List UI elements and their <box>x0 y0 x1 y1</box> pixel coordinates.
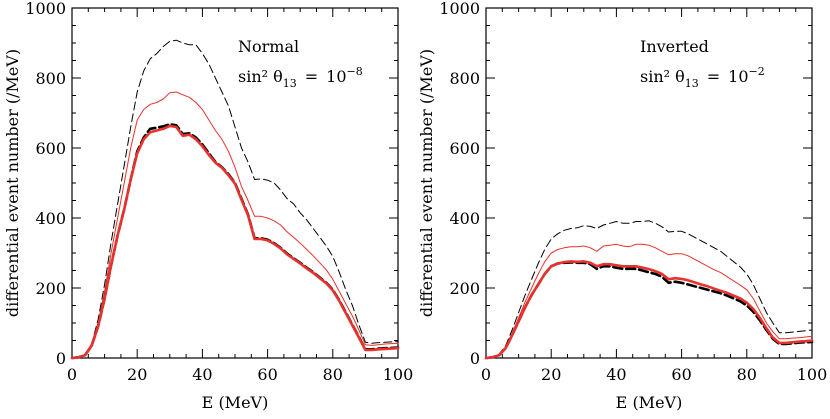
y-tick-label: 0 <box>470 349 480 368</box>
y-tick-label: 1000 <box>25 0 66 18</box>
annotation: Normal sin² θ13 = 10−8 <box>238 37 363 90</box>
y-tick-label: 600 <box>449 139 480 158</box>
series-line-thin-red <box>71 91 399 359</box>
series-line-thick-red <box>484 260 814 360</box>
annotation-subscript: 13 <box>283 77 297 90</box>
panel-normal: 0 20 40 60 80 100 0 200 400 600 800 1000 E (MeV) d… <box>3 0 413 412</box>
series-line-thin-red <box>485 243 813 359</box>
x-ticks: 0 20 40 60 80 100 <box>481 8 827 384</box>
x-tick-label: 20 <box>127 365 147 384</box>
x-tick-label: 40 <box>192 365 212 384</box>
x-tick-label: 100 <box>797 365 828 384</box>
x-tick-label: 0 <box>481 365 491 384</box>
series-curves <box>70 39 400 360</box>
annotation-subscript: 13 <box>685 77 699 90</box>
annotation-line1: Normal <box>238 37 299 56</box>
annotation-base: 10 <box>728 67 748 86</box>
x-tick-label: 40 <box>606 365 626 384</box>
y-tick-label: 0 <box>56 349 66 368</box>
annotation: Inverted sin² θ13 = 10−2 <box>640 37 765 90</box>
y-ticks: 0 200 400 600 800 1000 <box>439 0 812 368</box>
series-line-thin-black-dashed <box>71 39 399 359</box>
y-tick-label: 800 <box>449 69 480 88</box>
annotation-line2: sin² θ13 = 10−8 <box>238 65 363 90</box>
y-tick-label: 800 <box>35 69 66 88</box>
annotation-line1: Inverted <box>640 37 709 56</box>
annotation-prefix: sin² θ <box>640 67 685 86</box>
annotation-exponent: −8 <box>347 65 363 78</box>
x-ticks: 0 20 40 60 80 100 <box>67 8 413 384</box>
series-curves <box>484 220 814 360</box>
y-axis-label: differential event number (/MeV) <box>3 49 22 317</box>
annotation-prefix: sin² θ <box>238 67 283 86</box>
x-tick-label: 80 <box>737 365 757 384</box>
y-tick-label: 600 <box>35 139 66 158</box>
panel-inverted: 0 20 40 60 80 100 0 200 400 600 800 1000 E (MeV) d… <box>417 0 827 412</box>
annotation-equals: = <box>305 67 318 86</box>
y-ticks: 0 200 400 600 800 1000 <box>25 0 398 368</box>
y-tick-label: 200 <box>35 279 66 298</box>
series-line-thin-black-dashed <box>485 220 813 359</box>
y-tick-label: 400 <box>35 209 66 228</box>
x-tick-label: 100 <box>383 365 414 384</box>
y-axis-label: differential event number (/MeV) <box>417 49 436 317</box>
series-line-thick-red <box>70 124 400 360</box>
x-tick-label: 20 <box>541 365 561 384</box>
annotation-line2: sin² θ13 = 10−2 <box>640 65 765 90</box>
annotation-exponent: −2 <box>749 65 765 78</box>
x-tick-label: 80 <box>323 365 343 384</box>
x-tick-label: 0 <box>67 365 77 384</box>
x-axis-label: E (MeV) <box>202 393 269 412</box>
x-tick-label: 60 <box>671 365 691 384</box>
annotation-equals: = <box>707 67 720 86</box>
annotation-base: 10 <box>326 67 346 86</box>
x-axis-label: E (MeV) <box>616 393 683 412</box>
y-tick-label: 400 <box>449 209 480 228</box>
y-tick-label: 200 <box>449 279 480 298</box>
y-tick-label: 1000 <box>439 0 480 18</box>
x-tick-label: 60 <box>257 365 277 384</box>
